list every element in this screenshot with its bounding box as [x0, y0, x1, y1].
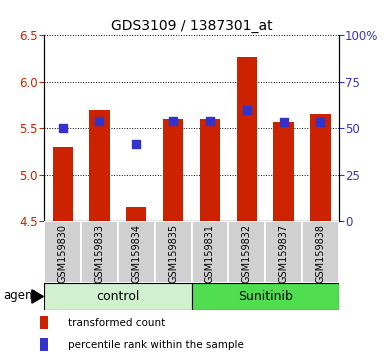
Bar — [310, 114, 330, 221]
Text: control: control — [96, 290, 140, 303]
Bar — [44, 283, 192, 310]
Bar — [265, 221, 302, 283]
Polygon shape — [32, 290, 44, 303]
Point — [170, 118, 176, 124]
Text: GSM159834: GSM159834 — [131, 224, 141, 283]
Bar — [53, 147, 73, 221]
Text: transformed count: transformed count — [68, 318, 165, 328]
Point — [281, 119, 287, 125]
Bar — [228, 221, 265, 283]
Bar — [126, 207, 146, 221]
Bar — [81, 221, 118, 283]
Bar — [44, 221, 81, 283]
Point — [96, 118, 102, 124]
Point — [60, 125, 66, 131]
Bar — [273, 122, 294, 221]
Text: GSM159833: GSM159833 — [94, 224, 104, 283]
Bar — [40, 316, 48, 329]
Point — [244, 107, 250, 113]
Bar — [237, 57, 257, 221]
Point — [317, 119, 323, 125]
Bar — [192, 221, 228, 283]
Bar — [302, 221, 339, 283]
Text: percentile rank within the sample: percentile rank within the sample — [68, 340, 243, 350]
Text: agent: agent — [3, 289, 38, 302]
Text: GSM159830: GSM159830 — [58, 224, 68, 283]
Bar — [40, 338, 48, 351]
Bar — [163, 119, 183, 221]
Point — [207, 118, 213, 124]
Text: GSM159832: GSM159832 — [242, 224, 252, 283]
Bar — [200, 119, 220, 221]
Bar — [155, 221, 192, 283]
Text: Sunitinib: Sunitinib — [238, 290, 293, 303]
Bar — [118, 221, 155, 283]
Bar — [89, 110, 110, 221]
Point — [133, 141, 139, 147]
Bar — [192, 283, 339, 310]
Text: GSM159835: GSM159835 — [168, 224, 178, 283]
Title: GDS3109 / 1387301_at: GDS3109 / 1387301_at — [111, 19, 272, 33]
Text: GSM159831: GSM159831 — [205, 224, 215, 283]
Text: GSM159838: GSM159838 — [315, 224, 325, 283]
Text: GSM159837: GSM159837 — [279, 224, 289, 283]
